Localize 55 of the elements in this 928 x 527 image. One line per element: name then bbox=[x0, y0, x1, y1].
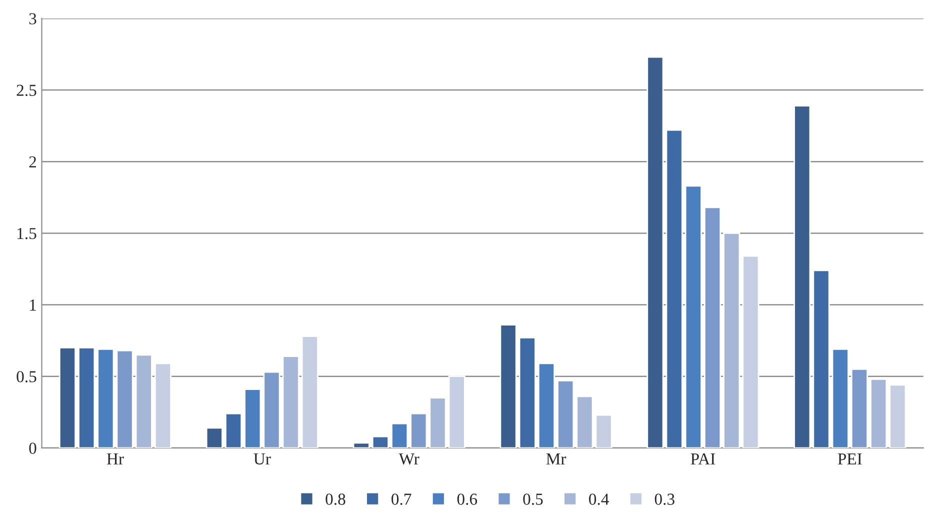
bar bbox=[870, 378, 888, 448]
bar bbox=[244, 388, 262, 448]
bar bbox=[282, 356, 300, 448]
y-tick-label: 0.5 bbox=[16, 371, 36, 382]
bar bbox=[889, 384, 906, 448]
x-tick-label: Wr bbox=[398, 453, 420, 465]
bar bbox=[391, 422, 408, 448]
x-tick-label: PEI bbox=[838, 453, 862, 464]
bar bbox=[58, 347, 76, 448]
legend-label: 0.7 bbox=[392, 494, 412, 505]
bar bbox=[206, 427, 223, 448]
bar bbox=[812, 270, 830, 448]
bar bbox=[832, 348, 849, 448]
bar bbox=[78, 347, 96, 448]
x-tick-label: PAI bbox=[690, 453, 716, 464]
y-tick-label: 0 bbox=[29, 442, 36, 454]
legend-label: 0.4 bbox=[589, 494, 609, 505]
y-tick-label: 1.5 bbox=[18, 228, 36, 240]
y-tick-label: 3 bbox=[29, 13, 36, 24]
bar bbox=[666, 129, 683, 448]
bar bbox=[263, 371, 280, 448]
y-tick-label: 2 bbox=[29, 156, 36, 168]
bar bbox=[97, 348, 114, 448]
bar bbox=[301, 336, 318, 448]
bar bbox=[448, 376, 466, 448]
y-tick-label: 1 bbox=[30, 300, 36, 311]
bar bbox=[576, 396, 594, 448]
bar bbox=[429, 397, 446, 448]
legend-label: 0.6 bbox=[457, 494, 478, 505]
x-tick-label: Mr bbox=[546, 453, 566, 464]
y-tick-label: 2.5 bbox=[16, 84, 36, 96]
bar bbox=[684, 185, 702, 448]
legend-label: 0.8 bbox=[326, 494, 346, 505]
bar bbox=[518, 337, 536, 448]
bar bbox=[116, 350, 134, 448]
bar bbox=[352, 442, 370, 448]
bar bbox=[224, 412, 242, 448]
bar bbox=[538, 362, 556, 448]
bar bbox=[704, 206, 722, 448]
bar bbox=[154, 362, 172, 448]
bar bbox=[372, 436, 389, 448]
legend-label: 0.3 bbox=[654, 494, 674, 505]
bar bbox=[723, 232, 740, 448]
bar bbox=[850, 368, 868, 448]
bar bbox=[135, 354, 152, 448]
bar bbox=[646, 56, 664, 448]
legend-label: 0.5 bbox=[523, 494, 543, 505]
bar bbox=[500, 324, 517, 448]
bar bbox=[595, 414, 612, 448]
bar bbox=[794, 105, 811, 448]
bar bbox=[742, 255, 760, 448]
x-tick-label: Ur bbox=[254, 453, 271, 465]
x-tick-label: Hr bbox=[106, 453, 124, 464]
bar bbox=[410, 412, 428, 448]
bar bbox=[557, 380, 574, 448]
